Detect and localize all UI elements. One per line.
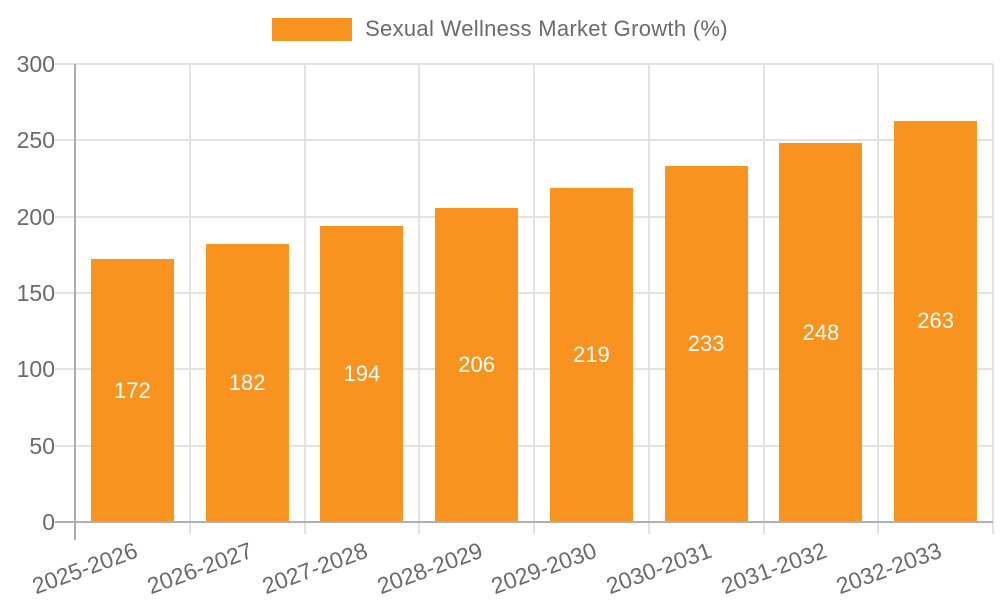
- v-gridline: [762, 64, 765, 534]
- legend[interactable]: Sexual Wellness Market Growth (%): [0, 16, 1000, 42]
- y-gridline: [55, 139, 993, 142]
- y-tick-label: 150: [16, 280, 55, 306]
- bar-value-label: 182: [228, 370, 266, 396]
- x-tick-label: 2025-2026: [29, 537, 142, 600]
- bar-value-label: 263: [917, 308, 954, 334]
- bar[interactable]: [894, 120, 978, 522]
- y-gridline: [55, 444, 993, 447]
- y-tick-label: 0: [42, 509, 55, 535]
- v-gridline: [533, 64, 535, 534]
- y-tick-label: 200: [16, 203, 55, 230]
- x-tick-label: 2028-2029: [373, 537, 486, 600]
- x-tick-label: 2032-2033: [832, 537, 945, 600]
- x-tick-label: 2026-2027: [143, 537, 257, 600]
- legend-swatch-icon: [272, 17, 353, 41]
- bar-value-label: 206: [458, 351, 495, 377]
- y-gridline: [55, 368, 993, 371]
- y-gridline: [55, 63, 993, 65]
- x-axis-baseline: [55, 521, 993, 523]
- v-gridline: [303, 64, 306, 534]
- v-gridline: [877, 64, 880, 534]
- plot-area: 0 50 100 150 200 250 300 172 2025-2026 182 2026-20…: [17, 51, 994, 599]
- bar[interactable]: [779, 143, 863, 522]
- v-gridline: [992, 64, 994, 534]
- bar[interactable]: [205, 244, 289, 522]
- bar-value-label: 233: [687, 331, 725, 357]
- y-gridline: [55, 215, 993, 218]
- v-gridline: [188, 64, 191, 534]
- bar[interactable]: [549, 187, 633, 522]
- v-gridline: [418, 64, 421, 534]
- x-tick-label: 2029-2030: [488, 537, 601, 600]
- bar-value-label: 194: [343, 360, 381, 386]
- y-tick-label: 300: [16, 51, 55, 77]
- bar[interactable]: [664, 166, 748, 522]
- x-tick-label: 2030-2031: [602, 537, 716, 600]
- bar-value-label: 248: [802, 319, 840, 345]
- bar[interactable]: [90, 259, 174, 522]
- bar[interactable]: [435, 207, 519, 522]
- y-tick-label: 50: [29, 432, 55, 459]
- x-tick-label: 2027-2028: [258, 537, 371, 600]
- v-gridline: [647, 64, 650, 534]
- x-tick-label: 2031-2032: [717, 537, 830, 600]
- bar-value-label: 172: [114, 377, 151, 403]
- y-gridline: [55, 292, 993, 294]
- legend-label: Sexual Wellness Market Growth (%): [365, 16, 728, 41]
- bar-value-label: 219: [573, 341, 610, 367]
- y-tick-label: 100: [16, 356, 55, 383]
- bar[interactable]: [320, 225, 404, 522]
- y-axis-line: [74, 64, 76, 540]
- y-tick-label: 250: [16, 127, 55, 154]
